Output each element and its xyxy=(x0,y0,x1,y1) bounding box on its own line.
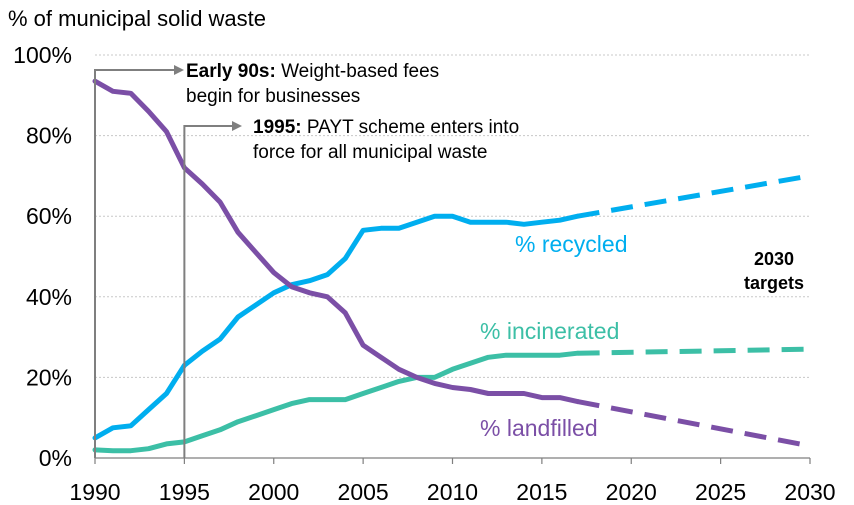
annotation-rest: Weight-based fees xyxy=(276,61,439,82)
annotation-text: Early 90s: Weight-based fees xyxy=(186,61,439,82)
target-dashed-line xyxy=(577,346,811,356)
annotation-arrow xyxy=(94,69,176,458)
annotation-text-line2: begin for businesses xyxy=(186,86,360,107)
target-dashed-line xyxy=(577,399,811,449)
annotation-arrow xyxy=(183,125,234,458)
series-lines xyxy=(92,78,811,454)
y-tick-label: 60% xyxy=(26,203,72,229)
series-line xyxy=(92,78,581,405)
x-tick-label: 2020 xyxy=(606,479,657,505)
x-tick-label: 2015 xyxy=(516,479,567,505)
x-tick-label: 2005 xyxy=(338,479,389,505)
x-tick-label: 2025 xyxy=(695,479,746,505)
arrowhead xyxy=(174,65,184,75)
x-tick-label: 2010 xyxy=(427,479,478,505)
annotation-text: 1995: PAYT scheme enters into xyxy=(253,117,519,138)
series-label: % incinerated xyxy=(480,318,619,344)
targets-label: 2030 xyxy=(754,249,794,269)
y-tick-label: 0% xyxy=(39,445,72,471)
annotations: % recycled % incinerated % landfilled 2030 t… xyxy=(94,61,804,458)
series-label: % recycled xyxy=(515,231,627,257)
x-tick-label: 2030 xyxy=(784,479,835,505)
targets-label: targets xyxy=(744,273,804,293)
y-tick-label: 100% xyxy=(13,42,72,68)
annotation-rest: PAYT scheme enters into xyxy=(302,117,520,138)
axes: 0% 20% 40% 60% 80% 100% 1990 1995 2000 2005 2010 20… xyxy=(13,42,835,505)
series-label: % landfilled xyxy=(480,415,598,441)
series-line xyxy=(92,213,581,441)
annotation-bold: Early 90s: xyxy=(186,61,276,82)
annotation-bold: 1995: xyxy=(253,117,302,138)
target-dashed-line xyxy=(577,173,811,219)
y-tick-label: 20% xyxy=(26,364,72,390)
y-tick-label: 40% xyxy=(26,284,72,310)
x-tick-label: 1990 xyxy=(69,479,120,505)
x-tick-label: 1995 xyxy=(159,479,210,505)
arrowhead xyxy=(232,121,242,131)
y-axis-label: % of municipal solid waste xyxy=(8,6,266,31)
annotation-text-line2: force for all municipal waste xyxy=(253,142,487,163)
series-line xyxy=(92,350,581,454)
x-tick-label: 2000 xyxy=(248,479,299,505)
y-tick-label: 80% xyxy=(26,123,72,149)
